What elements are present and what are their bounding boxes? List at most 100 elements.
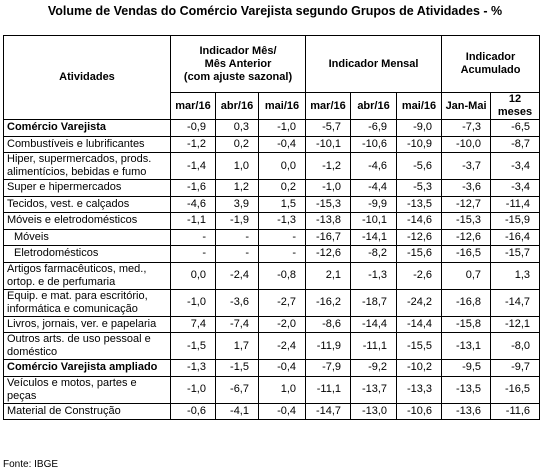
value-cell: -3,6 [215, 288, 259, 317]
value-cell: -8,0 [490, 332, 541, 360]
value-cell: -18,7 [350, 288, 398, 317]
activity-label: Super e hipermercados [3, 179, 171, 197]
value-cell: -15,3 [305, 195, 352, 213]
value-cell: -9,2 [350, 359, 398, 377]
value-cell: -1,2 [170, 135, 216, 153]
value-cell: -15,9 [490, 212, 541, 230]
activity-label: Material de Construção [3, 402, 171, 420]
data-row: Hiper, supermercados, prods. alimentício… [3, 152, 541, 180]
data-row: Móveis - - - -16,7 -14,1 -12,6 -12,6 -16,4 [3, 228, 541, 246]
period-header: Jan-Mai [441, 92, 492, 120]
value-cell: -11,4 [490, 195, 541, 213]
value-cell: -8,2 [350, 245, 398, 263]
data-row: Livros, jornais, ver. e papelaria 7,4 -7,4… [3, 315, 541, 333]
value-cell: -16,5 [490, 375, 541, 404]
data-row: Comércio Varejista ampliado -1,3 -1,5 -0,4-… [3, 359, 541, 377]
data-row: Combustíveis e lubrificantes -1,2 0,2 -0,4-… [3, 135, 541, 153]
data-row: Tecidos, vest. e calçados -4,6 3,9 1,5 -15,3… [3, 195, 541, 213]
value-cell: 1,5 [257, 195, 307, 213]
activity-label: Hiper, supermercados, prods. alimentício… [3, 152, 171, 180]
value-cell: -14,7 [305, 402, 352, 420]
activity-label: Outros arts. de uso pessoal e doméstico [3, 332, 171, 360]
data-row: Móveis e eletrodomésticos -1,1 -1,9 -1,3 -13… [3, 212, 541, 230]
value-cell: 1,7 [215, 332, 259, 360]
value-cell: -10,6 [396, 402, 443, 420]
value-cell: 1,0 [257, 375, 307, 404]
value-cell: -1,0 [170, 288, 216, 317]
value-cell: 3,9 [215, 195, 259, 213]
value-cell: -0,6 [170, 402, 216, 420]
value-cell: -15,5 [396, 332, 443, 360]
value-cell: -9,7 [490, 359, 541, 377]
value-cell: -4,6 [350, 152, 398, 180]
data-row: Eletrodomésticos - - - -12,6 -8,2 -15,6 -16,5 -1… [3, 245, 541, 263]
data-table: Atividades Indicador Mês/ Mês Anterior (c… [3, 35, 541, 420]
value-cell: -24,2 [396, 288, 443, 317]
value-cell: 0,2 [257, 179, 307, 197]
data-row: Super e hipermercados -1,6 1,2 0,2 -1,0 -4,4-… [3, 179, 541, 197]
value-cell: -15,3 [441, 212, 492, 230]
value-cell: -7,4 [215, 315, 259, 333]
value-cell: -10,1 [350, 212, 398, 230]
value-cell: -6,9 [350, 119, 398, 137]
activity-label: Combustíveis e lubrificantes [3, 135, 171, 153]
value-cell: - [215, 245, 259, 263]
table-body: Comércio Varejista -0,9 0,3 -1,0 -5,7 -6,9 -9,… [3, 119, 541, 420]
header-row: Atividades Indicador Mês/ Mês Anterior (c… [3, 35, 541, 120]
value-cell: -11,6 [490, 402, 541, 420]
value-cell: -14,1 [350, 228, 398, 246]
value-cell: -15,6 [396, 245, 443, 263]
group-header: Indicador Acumulado [441, 35, 541, 93]
value-cell: -9,5 [441, 359, 492, 377]
value-cell: -2,4 [215, 261, 259, 290]
value-cell: -11,1 [305, 375, 352, 404]
period-header: abr/16 [350, 92, 398, 120]
data-row: Material de Construção -0,6 -4,1 -0,4 -14,7 -… [3, 402, 541, 420]
value-cell: -13,8 [305, 212, 352, 230]
value-cell: -1,5 [170, 332, 216, 360]
value-cell: 1,2 [215, 179, 259, 197]
data-row: Equip. e mat. para escritório, informáti… [3, 288, 541, 317]
value-cell: 0,3 [215, 119, 259, 137]
value-cell: -10,1 [305, 135, 352, 153]
value-cell: -1,0 [305, 179, 352, 197]
value-cell: -2,4 [257, 332, 307, 360]
activity-label: Eletrodomésticos [3, 245, 171, 263]
period-header: mai/16 [396, 92, 443, 120]
value-cell: -1,1 [170, 212, 216, 230]
value-cell: -1,3 [350, 261, 398, 290]
value-cell: -13,5 [396, 195, 443, 213]
value-cell: -12,6 [396, 228, 443, 246]
value-cell: - [257, 228, 307, 246]
value-cell: -14,6 [396, 212, 443, 230]
value-cell: 7,4 [170, 315, 216, 333]
table-header: Atividades Indicador Mês/ Mês Anterior (c… [3, 35, 541, 120]
value-cell: -8,7 [490, 135, 541, 153]
value-cell: -13,6 [441, 402, 492, 420]
value-cell: -6,5 [490, 119, 541, 137]
activity-header: Atividades [3, 35, 171, 120]
value-cell: -12,1 [490, 315, 541, 333]
value-cell: -1,0 [257, 119, 307, 137]
value-cell: -15,7 [490, 245, 541, 263]
period-header: mar/16 [170, 92, 216, 120]
value-cell: -7,9 [305, 359, 352, 377]
value-cell: -0,4 [257, 135, 307, 153]
value-cell: -0,8 [257, 261, 307, 290]
period-row: mar/16 abr/16 mai/16 mar/16 abr/16 mai/16 Jan-… [4, 92, 541, 120]
value-cell: -12,6 [441, 228, 492, 246]
value-cell: -4,1 [215, 402, 259, 420]
value-cell: -10,6 [350, 135, 398, 153]
value-cell: -16,5 [441, 245, 492, 263]
value-cell: -0,9 [170, 119, 216, 137]
value-cell: -10,0 [441, 135, 492, 153]
activity-label: Móveis e eletrodomésticos [3, 212, 171, 230]
activity-label: Móveis [3, 228, 171, 246]
value-cell: -2,0 [257, 315, 307, 333]
value-cell: -0,4 [257, 402, 307, 420]
value-cell: -9,0 [396, 119, 443, 137]
value-cell: -2,6 [396, 261, 443, 290]
value-cell: -11,1 [350, 332, 398, 360]
value-cell: -5,7 [305, 119, 352, 137]
